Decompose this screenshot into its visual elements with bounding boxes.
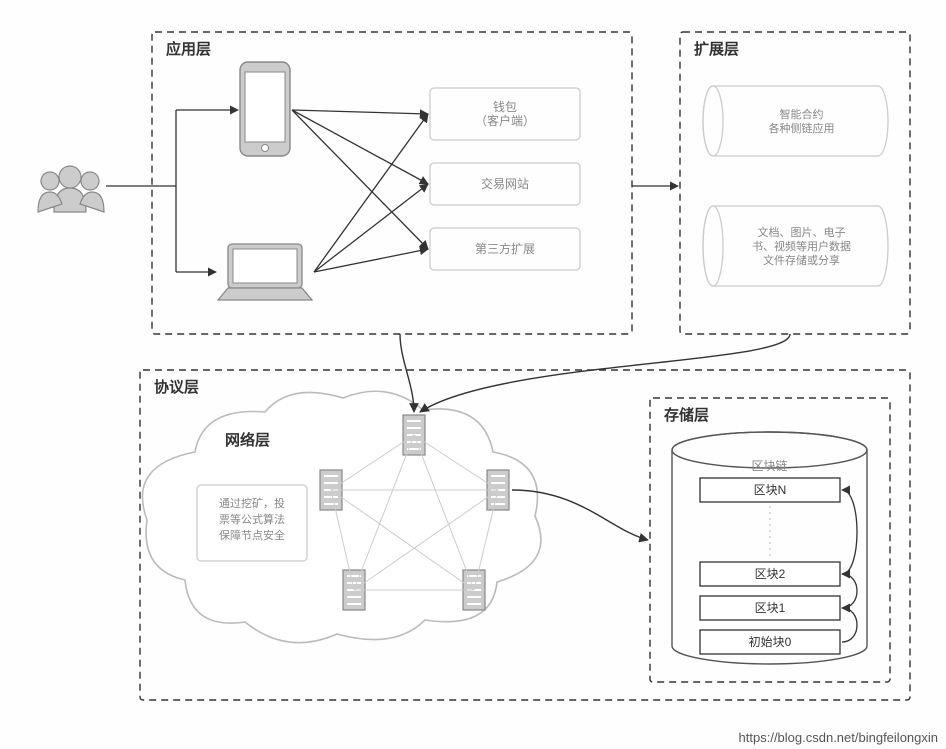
svg-text:智能合约: 智能合约 xyxy=(780,107,824,121)
laptop-icon xyxy=(218,244,312,300)
ext-layer: 扩展层 xyxy=(680,32,910,334)
block-b0: 初始块0 xyxy=(700,630,840,654)
svg-text:区块2: 区块2 xyxy=(755,567,786,581)
svg-text:保障节点安全: 保障节点安全 xyxy=(219,528,285,542)
app-box-third: 第三方扩展 xyxy=(430,228,580,270)
block-bn: 区块N xyxy=(700,478,840,502)
svg-text:第三方扩展: 第三方扩展 xyxy=(475,241,535,256)
svg-text:区块1: 区块1 xyxy=(755,601,786,615)
store-layer-label: 存储层 xyxy=(664,406,709,424)
storage-title: 区块链 xyxy=(751,458,787,473)
users-icon xyxy=(38,166,104,212)
svg-text:通过挖矿，投: 通过挖矿，投 xyxy=(219,496,285,510)
svg-text:文档、图片、电子: 文档、图片、电子 xyxy=(758,225,846,239)
svg-text:初始块0: 初始块0 xyxy=(749,635,792,649)
svg-text:钱包: 钱包 xyxy=(493,99,517,114)
svg-text:书、视频等用户数据: 书、视频等用户数据 xyxy=(752,239,851,253)
svg-text:各种侧链应用: 各种侧链应用 xyxy=(769,121,835,135)
svg-text:票等公式算法: 票等公式算法 xyxy=(219,512,285,526)
block-b2: 区块2 xyxy=(700,562,840,586)
ext-cyl-files: 文档、图片、电子书、视频等用户数据文件存储或分享 xyxy=(703,206,888,286)
svg-text:（客户端）: （客户端） xyxy=(475,113,535,128)
proto-layer-label: 协议层 xyxy=(154,378,199,396)
block-b1: 区块1 xyxy=(700,596,840,620)
watermark: https://blog.csdn.net/bingfeilongxin xyxy=(739,730,938,745)
ext-cyl-contract: 智能合约各种侧链应用 xyxy=(703,86,888,156)
svg-text:文件存储或分享: 文件存储或分享 xyxy=(763,253,840,267)
svg-text:交易网站: 交易网站 xyxy=(481,176,529,191)
app-box-trade: 交易网站 xyxy=(430,163,580,205)
app-box-wallet: 钱包（客户端） xyxy=(430,88,580,140)
app-layer-label: 应用层 xyxy=(166,40,211,58)
svg-text:区块N: 区块N xyxy=(754,483,787,497)
phone-icon xyxy=(240,62,290,156)
ext-layer-label: 扩展层 xyxy=(694,40,739,58)
net-layer-label: 网络层 xyxy=(225,431,270,449)
app-layer: 应用层 xyxy=(152,32,632,334)
